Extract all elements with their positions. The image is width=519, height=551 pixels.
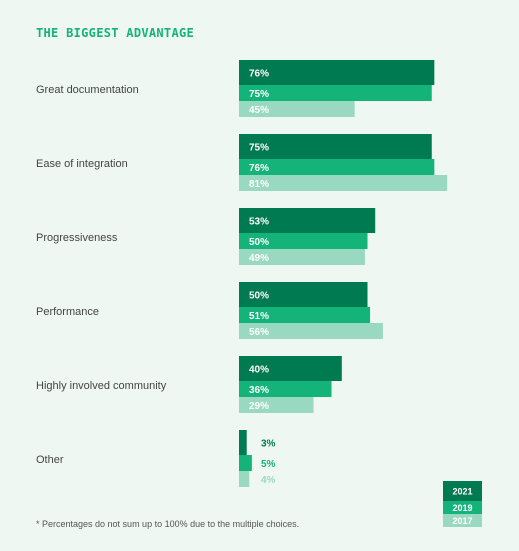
bar-group: Other 3% 5% 4% [36,430,276,487]
bar-2017 [239,397,314,413]
bar-2019 [239,381,332,397]
category-label: Highly involved community [36,380,167,392]
bar-2017 [239,175,448,191]
data-label: 49% [249,253,269,264]
bar-2019 [239,233,368,249]
legend-swatch-2017 [443,514,482,527]
data-label: 75% [249,143,269,154]
data-label: 50% [249,237,269,248]
data-label: 76% [249,163,269,174]
data-label: 29% [249,401,269,412]
data-label: 36% [249,385,269,396]
data-label: 45% [249,105,269,116]
data-label: 5% [261,459,276,470]
bar-2017 [239,471,250,487]
data-label: 56% [249,327,269,338]
data-label: 81% [249,179,269,190]
bar-2019 [239,159,435,175]
category-label: Great documentation [36,84,139,96]
data-label: 40% [249,365,269,376]
bar-group: Ease of integration 75% 76% 81% [36,134,448,191]
footnote: * Percentages do not sum up to 100% due … [36,519,300,529]
bar-2021 [239,60,435,85]
legend-label: 2019 [452,503,472,513]
legend-label: 2017 [452,516,472,526]
bar-2021 [239,208,376,233]
bar-2017 [239,323,383,339]
bar-group: Performance 50% 51% 56% [36,282,383,339]
bar-group: Progressiveness 53% 50% 49% [36,208,376,265]
chart-title: THE BIGGEST ADVANTAGE [36,26,195,40]
category-label: Other [36,454,64,466]
legend-swatch-2021 [443,481,482,501]
data-label: 53% [249,217,269,228]
bar-2019 [239,307,371,323]
data-label: 76% [249,69,269,80]
legend-label: 2021 [452,487,472,497]
data-label: 51% [249,311,269,322]
bar-2021 [239,356,342,381]
bar-2021 [239,430,247,455]
bar-2017 [239,249,365,265]
bar-2021 [239,134,432,159]
category-label: Performance [36,306,99,318]
bar-2017 [239,101,355,117]
bar-2019 [239,85,432,101]
category-label: Progressiveness [36,232,118,244]
data-label: 50% [249,291,269,302]
data-label: 3% [261,439,276,450]
legend-swatch-2019 [443,501,482,514]
bar-2019 [239,455,252,471]
data-label: 4% [261,475,276,486]
bar-group: Highly involved community 40% 36% 29% [36,356,342,413]
data-label: 75% [249,89,269,100]
category-label: Ease of integration [36,158,128,170]
bar-2021 [239,282,368,307]
bar-group: Great documentation 76% 75% 45% [36,60,435,117]
